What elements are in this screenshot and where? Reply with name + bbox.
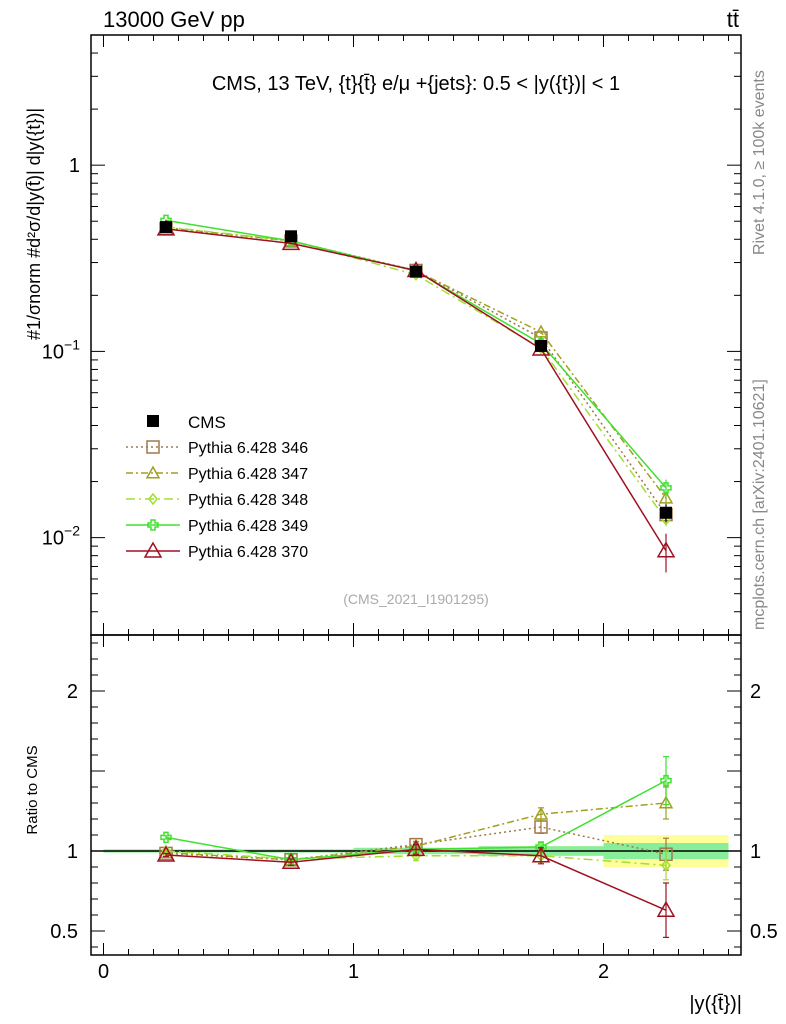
- data-marker: [660, 506, 672, 519]
- ratio-y-tick-label-right: 0.5: [750, 921, 778, 943]
- ratio-marker: [406, 839, 426, 857]
- series-marker: [660, 482, 672, 494]
- main-y-axis-label: #1/σnorm #d²σ/d|y(t̄)| d|y({t})|: [24, 108, 44, 340]
- ratio-plot-frame: [90, 634, 742, 956]
- ratio-marker: [533, 806, 549, 820]
- ratio-y-tick-label: 1: [67, 841, 78, 863]
- legend-label: Pythia 6.428 370: [188, 544, 308, 561]
- ratio-series-layer: [156, 755, 676, 939]
- ratio-marker: [661, 859, 671, 872]
- legend-marker: [146, 440, 160, 454]
- legend-label-data: CMS: [188, 413, 226, 432]
- plot-title: CMS, 13 TeV, {t}{t̄} e/μ +{jets}: 0.5 < …: [212, 73, 620, 95]
- process-label: tt̄: [727, 7, 739, 32]
- x-axis-label: |y({t̄})|: [689, 993, 742, 1015]
- energy-label: 13000 GeV pp: [103, 7, 245, 32]
- ratio-marker: [656, 900, 676, 917]
- ratio-marker: [156, 845, 176, 862]
- ratio-y-tick-label-right: 1: [750, 841, 761, 863]
- series-marker: [533, 324, 549, 338]
- legend-marker: [148, 492, 158, 506]
- axis-ticks: [91, 34, 741, 955]
- x-tick-label: 0: [98, 961, 109, 983]
- tick-labels: 0 1 2 1 10−1 10−2 0.5 0.5 1 1 2 2: [42, 155, 778, 983]
- legend-label: Pythia 6.428 346: [188, 440, 308, 457]
- y-tick-label-main: 10−2: [42, 523, 80, 550]
- legend: CMS Pythia 6.428 346 Pythia 6.428 347 Pythi…: [126, 413, 308, 561]
- rivet-label: Rivet 4.1.0, ≥ 100k events: [751, 70, 768, 255]
- y-tick-label-main: 1: [69, 155, 80, 177]
- legend-marker: [143, 541, 163, 558]
- data-marker: [535, 339, 547, 352]
- series-marker: [656, 541, 676, 558]
- legend-marker: [145, 465, 161, 479]
- x-tick-label: 2: [598, 961, 609, 983]
- ratio-y-tick-label-right: 2: [750, 681, 761, 703]
- ratio-marker: [658, 795, 674, 809]
- data-marker: [160, 221, 172, 234]
- ratio-y-tick-label: 2: [67, 681, 78, 703]
- ratio-marker: [160, 831, 172, 844]
- ratio-y-axis-label: Ratio to CMS: [24, 745, 41, 834]
- ratio-marker: [660, 774, 672, 787]
- legend-label: Pythia 6.428 347: [188, 466, 308, 483]
- legend-label: Pythia 6.428 348: [188, 492, 308, 509]
- mcplots-label: mcplots.cern.ch [arXiv:2401.10621]: [751, 379, 768, 630]
- data-marker: [410, 265, 422, 278]
- legend-label: Pythia 6.428 349: [188, 518, 308, 535]
- series-marker: [281, 233, 301, 251]
- x-tick-label: 1: [348, 961, 359, 983]
- legend-marker: [147, 519, 159, 531]
- ratio-marker: [281, 852, 301, 869]
- main-series-layer: [156, 214, 676, 573]
- y-tick-label-main: 10−1: [42, 336, 80, 363]
- ratio-marker: [531, 846, 551, 863]
- analysis-id-label: (CMS_2021_I1901295): [343, 591, 489, 607]
- series-marker: [658, 490, 674, 504]
- legend-marker-data: [147, 415, 159, 427]
- data-marker: [285, 230, 297, 243]
- ratio-y-tick-label: 0.5: [50, 921, 78, 943]
